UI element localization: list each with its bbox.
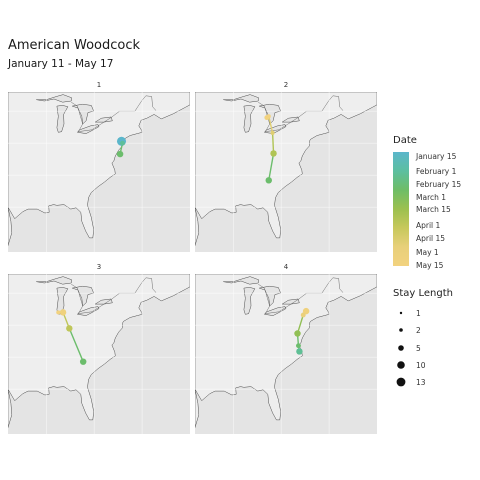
date-legend-label: April 1 (416, 221, 441, 230)
great-lake-shape (281, 298, 300, 305)
great-lake-shape (258, 285, 282, 307)
land-shape (195, 274, 377, 428)
stay-legend-key (399, 328, 403, 332)
stopover-point (270, 130, 275, 136)
stopover-point (270, 150, 277, 157)
track-segment (271, 132, 275, 154)
date-legend-label: April 15 (416, 234, 446, 243)
facet-map (195, 92, 377, 252)
track-segment (268, 116, 274, 134)
map-subtitle: January 11 - May 17 (8, 58, 114, 70)
great-lake-shape (71, 285, 95, 307)
great-lake-shape (258, 103, 282, 125)
date-legend-label: February 1 (416, 167, 457, 176)
border-line (71, 95, 157, 132)
stay-legend-dot (399, 328, 403, 332)
stay-legend-key (397, 361, 405, 369)
track-segment (268, 153, 275, 181)
stay-legend-key (398, 345, 404, 351)
great-lake-shape (36, 94, 72, 103)
stopover-point (302, 307, 310, 315)
stay-legend-key (396, 377, 406, 387)
facet-strip-label: 3 (96, 263, 102, 271)
date-legend-label: May 15 (416, 261, 444, 270)
date-legend-label: January 15 (416, 152, 457, 161)
border-line (258, 95, 344, 132)
stay-legend-label: 10 (416, 361, 426, 370)
stopover-point (300, 312, 306, 318)
track-segment (296, 314, 304, 334)
facet-strip-label: 1 (96, 81, 102, 89)
great-lake-shape (243, 105, 256, 133)
stopover-point (116, 150, 124, 158)
facet-strip-label: 4 (283, 263, 289, 271)
great-lake-shape (94, 298, 113, 305)
date-legend-title: Date (393, 135, 417, 146)
stopover-point (66, 325, 73, 332)
border-line (258, 277, 344, 314)
stopover-point (294, 330, 301, 337)
date-legend-label: March 15 (416, 205, 451, 214)
map-title: American Woodcock (8, 38, 141, 53)
stopover-point (265, 177, 272, 184)
stay-legend-dot (398, 345, 404, 351)
stay-legend-label: 2 (416, 326, 421, 335)
land-shape (8, 92, 190, 246)
stopover-point (79, 358, 87, 365)
border-line (71, 277, 157, 314)
great-lake-shape (71, 103, 95, 125)
stay-legend-dot (399, 311, 403, 315)
date-legend-label: May 1 (416, 248, 439, 257)
facet-map (195, 274, 377, 434)
facet-map (8, 274, 190, 434)
facet-panel-3: 3 (8, 260, 190, 438)
great-lake-shape (243, 287, 256, 315)
stopover-point (56, 310, 61, 315)
great-lake-shape (281, 116, 300, 123)
land-shape (8, 274, 190, 428)
date-legend-label: March 1 (416, 193, 447, 202)
great-lake-shape (94, 116, 113, 123)
stopover-point (296, 343, 301, 349)
stay-legend-label: 1 (416, 309, 421, 318)
great-lake-shape (223, 276, 259, 285)
facet-panel-4: 4 (195, 260, 377, 438)
facet-panel-2: 2 (195, 78, 377, 256)
great-lake-shape (223, 94, 259, 103)
stay-legend-title: Stay Length (393, 288, 453, 299)
stay-legend-key (399, 311, 403, 315)
track-segment (68, 328, 84, 362)
stopover-point (120, 140, 125, 146)
great-lake-shape (36, 276, 72, 285)
stopover-point (296, 348, 303, 355)
stopover-point (266, 114, 271, 119)
land-shape (195, 92, 377, 246)
date-legend-label: February 15 (416, 180, 462, 189)
great-lake-shape (56, 105, 69, 133)
facet-map (8, 92, 190, 252)
date-colorbar (393, 152, 409, 266)
stay-legend-label: 5 (416, 344, 421, 353)
stay-legend-dot (396, 377, 406, 387)
stay-legend-label: 13 (416, 378, 426, 387)
facet-panel-1: 1 (8, 78, 190, 256)
facet-strip-label: 2 (283, 81, 289, 89)
stay-legend-dot (397, 361, 405, 369)
stopover-point (59, 309, 67, 316)
